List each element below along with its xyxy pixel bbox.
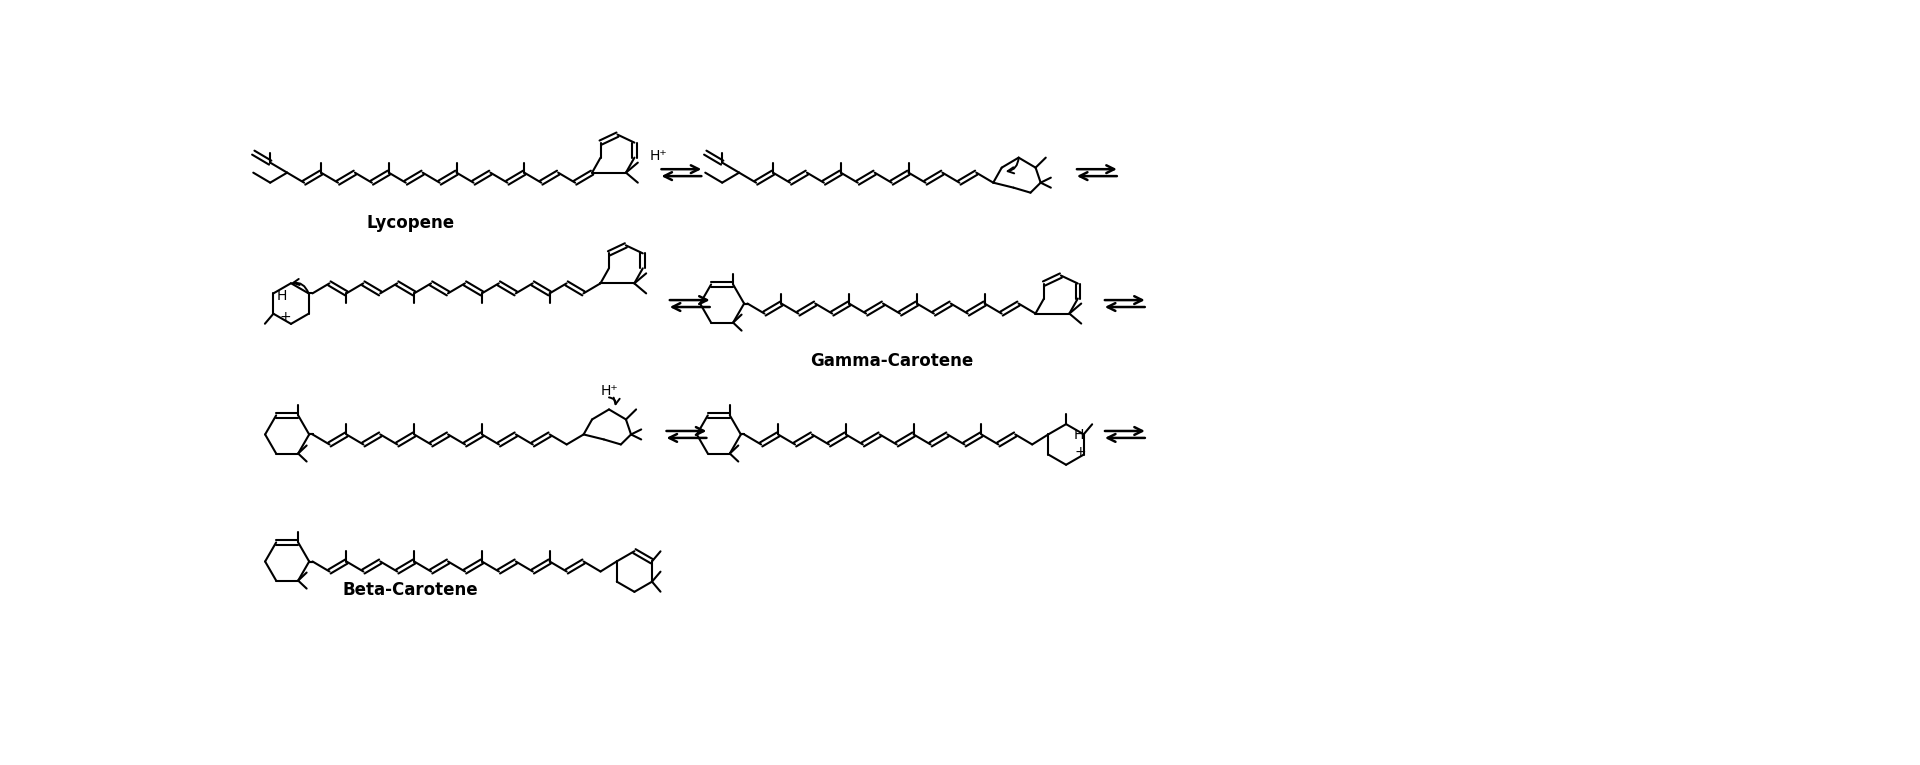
Text: H: H bbox=[1073, 428, 1083, 442]
Text: +: + bbox=[278, 311, 290, 324]
Text: H⁺: H⁺ bbox=[649, 148, 666, 163]
Text: H⁺: H⁺ bbox=[601, 384, 618, 399]
Text: Beta-Carotene: Beta-Carotene bbox=[342, 581, 478, 599]
Text: Gamma-Carotene: Gamma-Carotene bbox=[810, 353, 973, 370]
Text: Lycopene: Lycopene bbox=[367, 213, 455, 232]
Text: +: + bbox=[1073, 445, 1085, 459]
Text: H: H bbox=[276, 289, 286, 303]
